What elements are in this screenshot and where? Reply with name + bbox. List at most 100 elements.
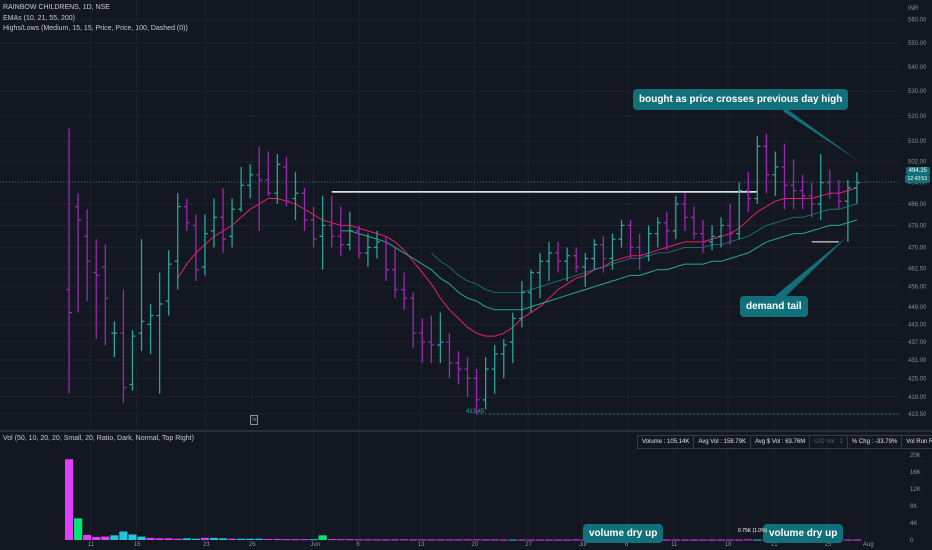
ohlc-bar: [183, 198, 190, 231]
volume-bar: [671, 539, 680, 541]
ohlc-bar: [256, 146, 263, 231]
volume-bar: [689, 539, 699, 541]
volume-bar: [209, 537, 219, 540]
ohlc-bar: [156, 272, 163, 394]
price-tick-label: 437.00: [908, 340, 927, 346]
callout-arrows: [770, 104, 860, 300]
price-tick-label: 486.00: [908, 202, 927, 208]
ohlc-bar: [102, 244, 109, 346]
volume-bar: [517, 539, 526, 541]
ohlc-bar: [310, 206, 317, 248]
ohlc-bar: [536, 252, 543, 299]
ohlc-bar: [709, 225, 716, 251]
ohlc-bar: [147, 303, 154, 355]
ohlc-bar: [509, 312, 516, 364]
volume-bar: [227, 538, 237, 540]
stat-item: Volume : 105.14K: [638, 436, 695, 448]
volume-bar: [246, 538, 255, 540]
volume-bar: [345, 539, 354, 541]
ohlc-bar: [464, 357, 471, 397]
volume-bar: [717, 539, 726, 541]
ohlc-bar: [283, 156, 290, 207]
volume-bar: [698, 539, 708, 541]
price-tick-label: 502.00: [908, 160, 927, 166]
ohlc-bar: [790, 159, 797, 210]
volume-legend: Vol (50, 10, 20, 20, Small, 20, Ratio, D…: [3, 435, 194, 442]
volume-bar: [309, 539, 318, 541]
volume-bar: [372, 539, 382, 541]
ohlc-bar: [754, 136, 761, 204]
volume-bar: [381, 539, 391, 541]
volume-bar: [454, 539, 463, 541]
ohlc-bar: [600, 236, 607, 273]
price-axis[interactable]: 413.50 419.00 425.00 431.00 437.00 443.00 449.…: [908, 18, 927, 418]
volume-bar: [544, 539, 554, 541]
volume-bar: [318, 535, 327, 540]
stat-item: Avg $ Vol : 63.76M: [751, 436, 811, 448]
volume-bar: [535, 539, 545, 541]
ohlc-bar: [555, 241, 562, 273]
volume-bar: [572, 539, 581, 541]
ohlc-bar: [355, 225, 362, 259]
callout-bought: bought as price crosses previous day hig…: [633, 89, 849, 110]
ohlc-bar: [564, 247, 571, 282]
ohlc-bar: [654, 217, 661, 248]
ohlc-bar: [220, 187, 227, 253]
volume-tick-label: 16K: [910, 470, 921, 476]
volume-bar: [852, 539, 862, 541]
ohlc-bar: [772, 151, 779, 196]
volume-bar: [363, 539, 372, 541]
scroll-icon[interactable]: ⇲: [250, 415, 258, 425]
volume-tick-label: 20K: [910, 453, 921, 459]
time-axis[interactable]: 11 16 23 26 Jun 6 13 20 27 Jul 6 11 18 21 25 Aug: [88, 542, 874, 548]
time-tick-label: 6: [356, 542, 360, 548]
callout-arrow-demand: [770, 236, 848, 300]
time-tick-label: 21: [771, 542, 778, 548]
volume-axis[interactable]: 0 4K 8K 12K 16K 20K: [910, 453, 921, 544]
ohlc-bar: [518, 281, 525, 328]
volume-bar: [191, 538, 200, 540]
ohlc-bar: [229, 198, 236, 248]
ohlc-bar: [111, 321, 118, 358]
price-tick-label: 560.00: [908, 18, 927, 24]
ohlc-bar: [573, 247, 580, 273]
ohlc-bar: [690, 206, 697, 240]
volume-bar: [662, 539, 671, 541]
volume-bar: [282, 539, 291, 541]
time-tick-label: 18: [725, 542, 732, 548]
volume-bar: [64, 459, 74, 540]
ohlc-bar: [727, 203, 734, 245]
volume-tick-label: 12K: [910, 487, 921, 493]
ohlc-bar: [672, 195, 679, 240]
ema-fast-line: [177, 187, 858, 337]
volume-bar: [155, 538, 164, 540]
volume-bar: [400, 539, 409, 541]
ohlc-bar: [437, 312, 444, 364]
ohlc-bar: [781, 143, 788, 210]
ohlc-bar: [419, 318, 426, 364]
volume-bar: [563, 539, 572, 541]
ohlc-bar: [120, 289, 127, 403]
price-tick-label: 419.00: [908, 395, 927, 401]
price-tick-label: 456.00: [908, 285, 927, 291]
volume-bar: [92, 537, 101, 540]
highs-lows-legend: Highs/Lows (Medium, 15, 15, Price, Price…: [3, 25, 188, 32]
stat-item: Avg Vol : 158.79K: [694, 436, 751, 448]
stat-item: U/D Vol : 2: [810, 436, 848, 448]
volume-bar: [418, 539, 427, 541]
price-tick-label: 478.00: [908, 223, 927, 229]
price-tick-label: 413.50: [908, 412, 927, 418]
time-tick-label: 27: [525, 542, 532, 548]
volume-tick-label: 0: [910, 538, 914, 544]
price-tick-label: 540.00: [908, 65, 927, 71]
volume-bar: [273, 538, 282, 540]
volume-bar: [200, 537, 209, 540]
volume-bar: [753, 539, 762, 541]
volume-bar: [74, 518, 83, 540]
volume-bar: [490, 539, 499, 541]
ohlc-bar: [93, 239, 100, 340]
ohlc-bar: [609, 233, 616, 270]
price-tick-label: 520.00: [908, 114, 927, 120]
volume-bar: [173, 538, 182, 540]
